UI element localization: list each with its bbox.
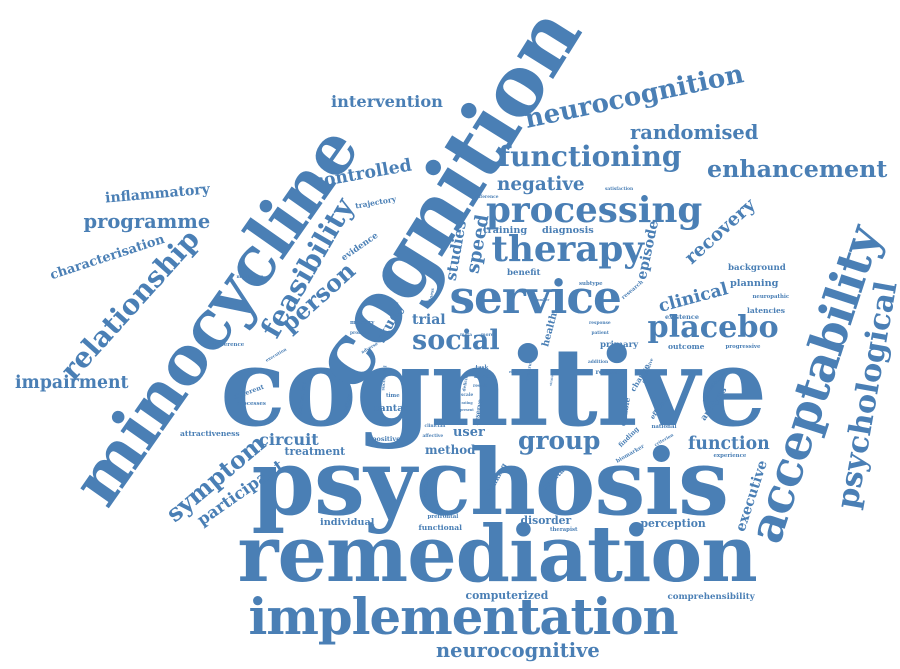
word: psychosis <box>251 429 730 536</box>
word: processes <box>236 400 266 407</box>
word: computerized <box>465 588 549 602</box>
word: training <box>483 225 528 236</box>
word: inflammatory <box>104 181 210 207</box>
word: neurocognitive <box>436 638 600 662</box>
word: problem <box>350 331 371 336</box>
word: cognitive <box>220 325 767 451</box>
word: preference <box>211 341 245 348</box>
word: satisfaction <box>605 187 634 192</box>
word: remediation <box>237 509 758 600</box>
word: impairment <box>15 372 129 393</box>
word: medication <box>236 275 264 280</box>
word: planning <box>730 278 779 289</box>
word: diagnosis <box>542 225 594 236</box>
word: disorder <box>520 513 572 527</box>
word: therapist <box>550 526 578 533</box>
word: negative <box>497 174 585 195</box>
word: affective <box>422 434 444 439</box>
word: addition <box>588 360 609 365</box>
word: perception <box>640 516 706 530</box>
word: existence <box>665 313 699 321</box>
word: user <box>453 424 485 440</box>
word: social <box>412 324 500 356</box>
word: scale <box>461 393 474 398</box>
word: enhancement <box>707 155 888 183</box>
word: prefrontal <box>427 513 459 520</box>
word: group <box>518 425 601 455</box>
word: clinician <box>424 424 446 429</box>
word: positive <box>372 435 401 443</box>
word: present <box>460 407 474 412</box>
word: response <box>589 321 611 326</box>
word: benefit <box>507 267 541 278</box>
word: subtype <box>579 280 603 287</box>
word: meta <box>460 333 473 338</box>
word: method <box>425 443 476 457</box>
word: placebo <box>647 310 779 345</box>
word: functioning <box>498 140 682 173</box>
word: treatment <box>284 444 346 458</box>
word: rating <box>461 400 473 405</box>
word: national <box>651 423 677 430</box>
word: more <box>481 333 494 338</box>
word: progressive <box>725 343 761 350</box>
word: implementation <box>248 587 679 646</box>
word: blind <box>474 373 490 380</box>
word: neuropathic <box>752 293 790 300</box>
word: task <box>475 364 489 371</box>
word: cantab <box>373 403 411 414</box>
word: outcome <box>668 342 705 351</box>
word: attractiveness <box>180 429 240 438</box>
word: background <box>728 262 786 273</box>
word: therapy <box>491 229 645 270</box>
word: individual <box>320 517 375 528</box>
word: recent <box>595 368 619 376</box>
word: randomised <box>630 120 759 144</box>
word: trial <box>412 312 446 328</box>
word: function <box>688 433 770 454</box>
word: difference <box>474 195 499 200</box>
word: comprehensibility <box>667 591 755 602</box>
word: number <box>535 297 550 302</box>
word: experience <box>713 452 747 459</box>
word: processing <box>486 190 703 231</box>
word: research <box>620 278 645 301</box>
word: circuit <box>259 430 319 449</box>
word: time <box>386 392 400 399</box>
word: service <box>449 269 622 324</box>
word: functional <box>418 523 462 532</box>
word: intervention <box>331 92 443 111</box>
word: patient <box>591 331 609 336</box>
word: primary <box>600 339 639 350</box>
word: effect <box>509 369 520 374</box>
word: result <box>473 384 488 389</box>
word: memory <box>350 319 375 326</box>
word: programme <box>83 209 211 233</box>
word: latencies <box>747 306 786 315</box>
